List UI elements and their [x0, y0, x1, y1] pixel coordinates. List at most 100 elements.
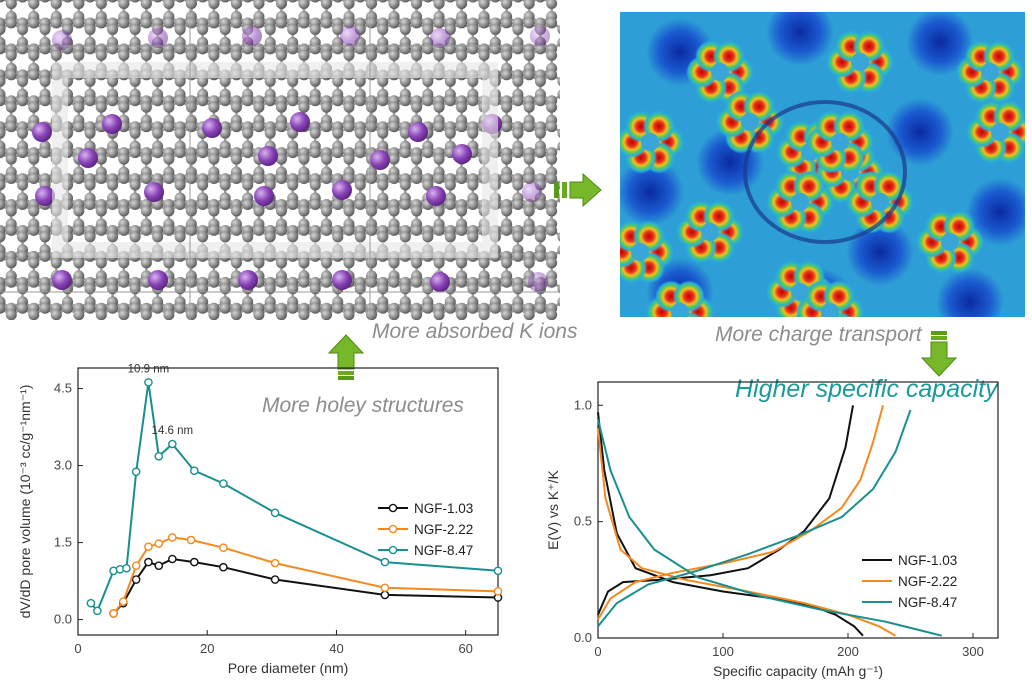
carbon-atom [298, 173, 310, 185]
carbon-atom [366, 173, 378, 185]
carbon-atom [39, 23, 51, 35]
carbon-atom [546, 101, 558, 113]
carbon-atom [95, 153, 107, 165]
carbon-atom [478, 257, 490, 269]
carbon-atom [129, 198, 141, 210]
carbon-atom [501, 121, 513, 133]
carbon-atom [512, 250, 524, 262]
carbon-atom [467, 302, 479, 314]
data-point-NGF-8.47 [168, 439, 177, 449]
carbon-atom [354, 95, 366, 107]
carbon-atom [185, 205, 197, 217]
carbon-atom [243, 0, 253, 3]
carbon-atom [5, 121, 17, 133]
potassium-ion [78, 148, 98, 168]
carbon-atom [84, 23, 96, 35]
carbon-atom [287, 179, 299, 191]
carbon-atom [219, 283, 231, 295]
carbon-atom [298, 276, 310, 288]
carbon-atom [0, 302, 6, 314]
carbon-atom [388, 101, 400, 113]
carbon-atom [354, 283, 366, 295]
carbon-atom [185, 257, 197, 269]
carbon-atom [230, 153, 242, 165]
carbon-atom [84, 198, 96, 210]
carbon-atom [298, 224, 310, 236]
carbon-atom [557, 284, 560, 294]
legend-label: NGF-8.47 [414, 543, 473, 558]
legend-label: NGF-1.03 [414, 501, 473, 516]
capacity-voltage-chart: 0 100 200 300 0.0 0.5 1.0 Specific capacity (mA… [545, 381, 999, 679]
carbon-atom [354, 198, 366, 210]
carbon-atom [185, 309, 197, 320]
carbon-atom [467, 231, 479, 243]
carbon-atom [501, 0, 513, 9]
data-point-NGF-8.47 [131, 467, 141, 477]
ring-center [981, 63, 999, 81]
carbon-atom [17, 231, 29, 243]
carbon-atom [355, 0, 365, 3]
legend-label: NGF-2.22 [898, 574, 957, 589]
carbon-atom [512, 302, 524, 314]
carbon-atom [39, 75, 51, 87]
carbon-atom [287, 95, 299, 107]
pore-distribution-chart: 0 20 40 60 0.0 1.5 3.0 4.5 Pore diameter (nm) dV/… [17, 363, 503, 676]
data-point-NGF-8.47 [270, 508, 280, 518]
carbon-atom [377, 43, 389, 55]
carbon-atom [501, 276, 513, 288]
carbon-atom [343, 224, 355, 236]
carbon-atom [230, 121, 242, 133]
carbon-atom [298, 17, 310, 29]
carbon-atom [219, 43, 231, 55]
carbon-atom [456, 0, 468, 9]
carbon-atom [130, 0, 140, 3]
carbon-atom [298, 0, 310, 9]
carbon-atom [467, 179, 479, 191]
carbon-atom [478, 276, 490, 288]
data-point-NGF-8.47 [493, 566, 503, 576]
x-tick-label: 200 [837, 644, 859, 659]
carbon-atom [50, 257, 62, 269]
carbon-atom [287, 75, 299, 87]
carbon-atom [174, 43, 186, 55]
carbon-atom [433, 49, 445, 61]
carbon-atom [298, 309, 310, 320]
carbon-atom [73, 257, 85, 269]
carbon-atom [309, 23, 321, 35]
carbon-atom [17, 302, 29, 314]
carbon-atom [332, 147, 344, 159]
carbon-atom [377, 283, 389, 295]
carbon-atom [152, 231, 164, 243]
carbon-atom [333, 0, 343, 3]
carbon-atom [467, 23, 479, 35]
carbon-atom [118, 276, 130, 288]
carbon-atom [320, 17, 332, 29]
carbon-atom [84, 75, 96, 87]
carbon-atom [534, 198, 546, 210]
carbon-atom [230, 205, 242, 217]
carbon-atom [95, 224, 107, 236]
carbon-atom [17, 179, 29, 191]
potassium-ion [332, 180, 352, 200]
carbon-atom [275, 257, 287, 269]
low-density-spot [766, 12, 834, 66]
potassium-ion [530, 26, 550, 46]
carbon-atom [5, 205, 17, 217]
carbon-atom [366, 121, 378, 133]
data-point-NGF-8.47 [154, 452, 164, 461]
carbon-atom [163, 173, 175, 185]
carbon-atom [546, 224, 558, 236]
series-line-NGF-1.03 [597, 405, 854, 616]
carbon-atom [546, 205, 558, 217]
carbon-atom [118, 257, 130, 269]
x-tick-label: 60 [458, 641, 472, 656]
carbon-atom [512, 283, 524, 295]
carbon-atom [377, 127, 389, 139]
data-point-NGF-2.22 [154, 539, 164, 548]
carbon-atom [523, 0, 535, 9]
carbon-atom [489, 302, 501, 314]
carbon-atom [140, 205, 152, 217]
carbon-atom [73, 17, 85, 29]
carbon-atom [152, 75, 164, 87]
carbon-atom [411, 257, 423, 269]
